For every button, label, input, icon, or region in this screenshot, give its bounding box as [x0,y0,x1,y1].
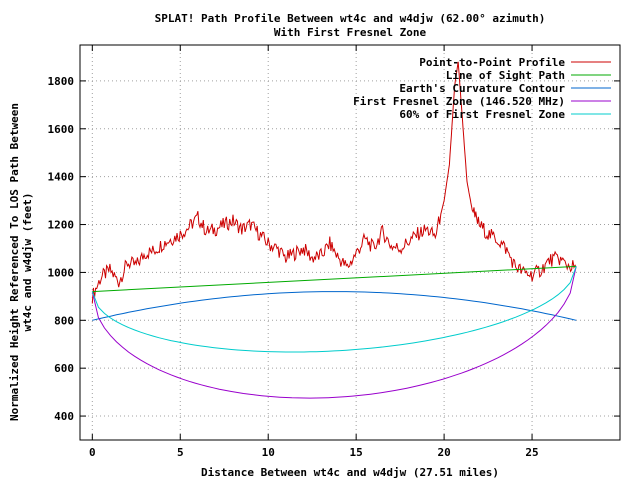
y-tick-label: 800 [54,314,74,327]
x-tick-label: 15 [350,446,363,459]
plot-area-border [79,44,621,441]
axis-ticks: 0 5 10 15 20 25 400 600 800 1000 1200 1400 1600 1800 [48,45,620,459]
y-tick-label: 1400 [48,171,75,184]
series-line-3 [91,266,577,399]
x-tick-label: 10 [262,446,275,459]
legend-label-3: First Fresnel Zone (146.520 MHz) [353,95,565,108]
y-tick-label: 1600 [48,123,75,136]
series-line-2 [92,291,577,321]
chart-subtitle: With First Fresnel Zone [274,26,427,39]
y-tick-label: 1000 [48,266,75,279]
series-line-4 [91,266,577,353]
y-tick-label: 600 [54,362,74,375]
x-tick-label: 25 [525,446,538,459]
x-axis-label: Distance Between wt4c and w4djw (27.51 m… [201,466,499,479]
y-tick-label: 1200 [48,219,75,232]
series-layer [91,61,577,399]
series-line-1 [92,265,577,293]
x-tick-label: 0 [89,446,96,459]
x-tick-label: 5 [177,446,184,459]
y-axis-label-line1: Normalized Height Referenced To LOS Path… [8,103,21,421]
legend-label-2: Earth's Curvature Contour [399,82,565,95]
x-tick-label: 20 [437,446,450,459]
legend-label-1: Line of Sight Path [446,69,565,82]
chart-title: SPLAT! Path Profile Between wt4c and w4d… [155,12,546,25]
y-tick-label: 1800 [48,75,75,88]
y-axis-label-line2: wt4c and w4djw (feet) [21,192,34,331]
y-tick-label: 400 [54,410,74,423]
series-line-0 [91,61,577,304]
legend-label-0: Point-to-Point Profile [419,56,565,69]
legend-label-4: 60% of First Fresnel Zone [399,108,565,121]
